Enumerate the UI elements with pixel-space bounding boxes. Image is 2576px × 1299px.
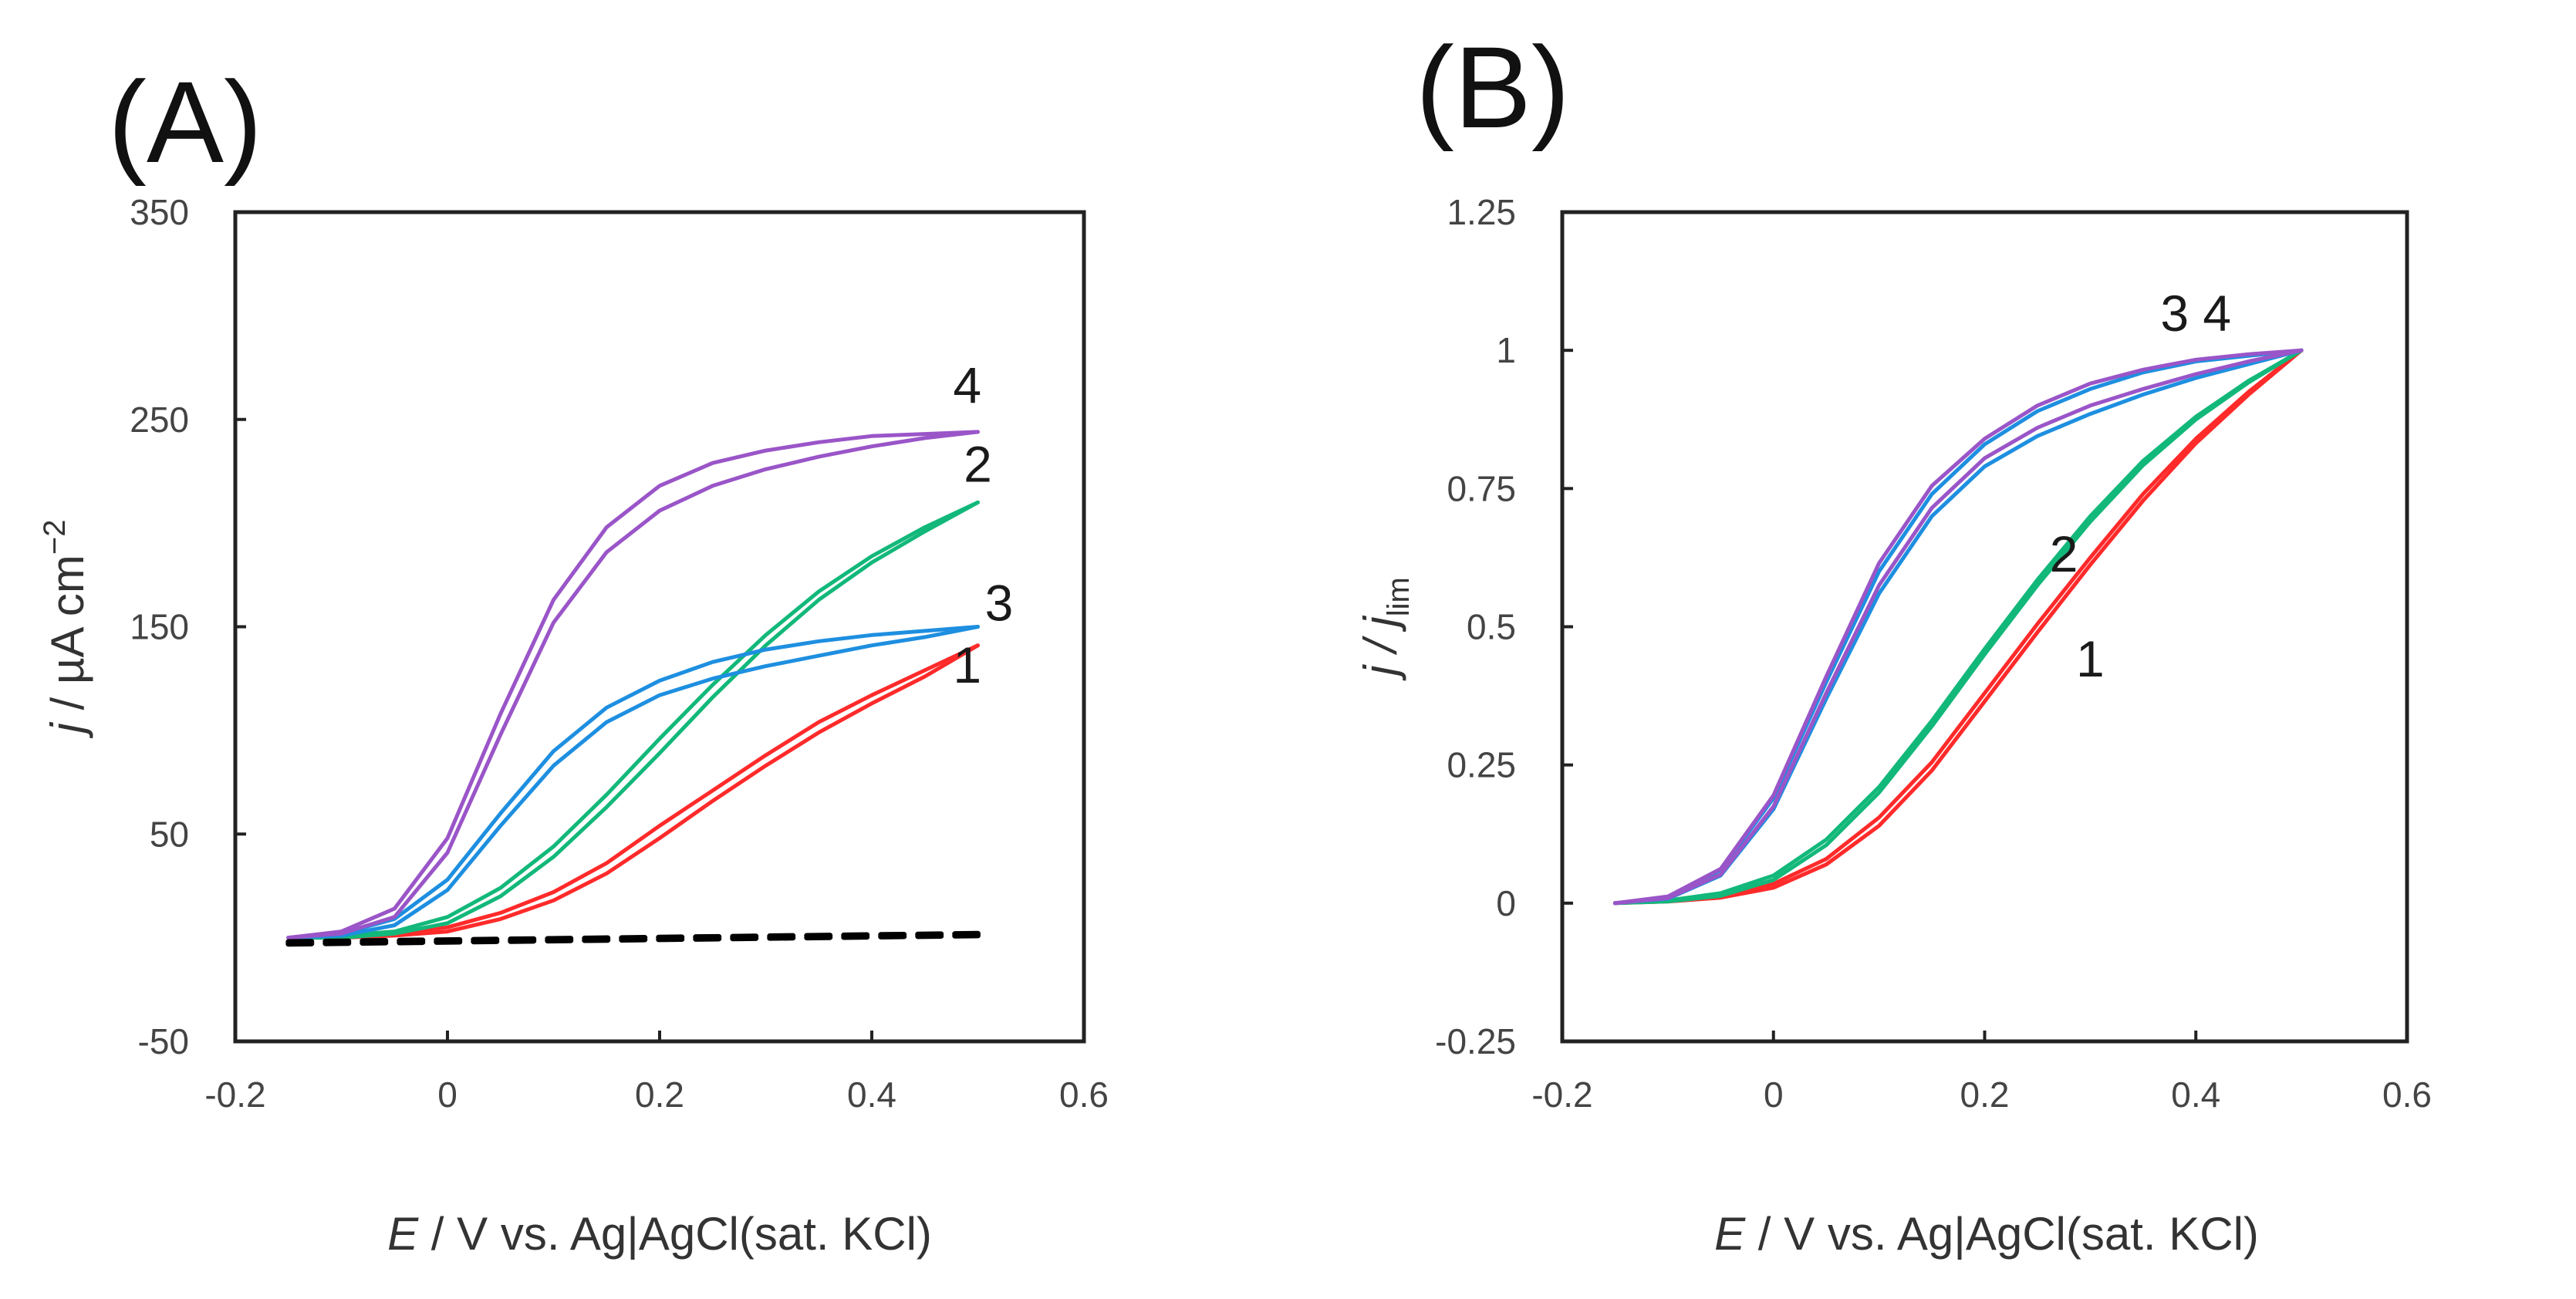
panel-a-y-tick-label: -50 [138, 1021, 189, 1061]
panel-a-x-axis-title: E / V vs. Ag|AgCl(sat. KCl) [387, 1208, 932, 1260]
panel-a-label: (A) [108, 57, 262, 187]
panel-a-curve-label: 3 [985, 574, 1014, 631]
panel-a-curve-label: 2 [964, 435, 992, 492]
panel-b-x-tick-label: 0 [1764, 1075, 1784, 1115]
panel-b-plot-frame [1560, 210, 2409, 1044]
panel-a-curve-4-reverse [286, 430, 980, 940]
panel-a-curve-3-reverse [286, 625, 980, 940]
panel-a: (A) -0.2 0 0.2 0.4 0.6 -50 50 150 250 350 4 2 31 E… [38, 57, 1109, 1260]
panel-b-y-axis-title: j / jlim [1355, 577, 1416, 681]
panel-a-x-tick-label: 0.4 [847, 1075, 896, 1115]
panel-b-curve-3-forward [1612, 348, 2304, 906]
panel-b-curve-2-reverse [1612, 348, 2304, 906]
panel-b-y-tick-label: 0.25 [1447, 745, 1516, 785]
panel-b-x-tick-label: 0.2 [1960, 1075, 2010, 1115]
panel-a-y-tick-label: 50 [150, 814, 189, 854]
panel-a-x-tick-label: 0.6 [1059, 1075, 1109, 1115]
panel-a-x-tick-label: 0 [437, 1075, 457, 1115]
panel-b-y-tick-label: 0 [1496, 883, 1516, 923]
panel-b-curve-label: 2 [2050, 525, 2078, 582]
panel-b-x-tick-label: -0.2 [1531, 1075, 1592, 1115]
panel-b-y-tick-label: -0.25 [1435, 1021, 1516, 1061]
panel-b-y-tick-label: 0.75 [1447, 468, 1516, 508]
panel-a-y-tick-label: 250 [130, 400, 189, 440]
panel-b-y-ticks: -0.25 0 0.25 0.5 0.75 1 1.25 [1435, 192, 1573, 1061]
panel-a-curve-2-forward [286, 500, 980, 940]
panel-a-curve-blank-reverse [285, 933, 981, 947]
panel-a-curve-label: 1 [953, 636, 981, 693]
panel-a-curve-3-forward [286, 625, 980, 940]
panel-a-curve-labels: 4 2 31 [953, 356, 1013, 693]
panel-a-curve-1-forward [286, 643, 980, 940]
panel-a-x-tick-label: 0.2 [635, 1075, 684, 1115]
panel-b-series [1612, 348, 2304, 906]
panel-a-curve-2-reverse [286, 500, 980, 940]
panel-a-y-ticks: -50 50 150 250 350 [130, 192, 246, 1061]
panel-a-series [285, 430, 981, 947]
panel-b-x-tick-label: 0.4 [2171, 1075, 2220, 1115]
panel-a-x-tick-label: -0.2 [204, 1075, 265, 1115]
panel-b-curve-4-reverse [1612, 348, 2304, 906]
panel-a-curve-1-reverse [286, 643, 980, 940]
panel-a-x-ticks: -0.2 0 0.2 0.4 0.6 [204, 1031, 1109, 1115]
panel-b-curve-3-reverse [1612, 348, 2304, 906]
panel-b-y-tick-label: 1 [1496, 330, 1516, 370]
panel-b-curve-label: 3 4 [2160, 285, 2231, 342]
panel-a-y-axis-title: j / µA cm−2 [38, 520, 93, 739]
panel-b-x-ticks: -0.2 0 0.2 0.4 0.6 [1531, 1031, 2432, 1115]
panel-a-y-tick-label: 350 [130, 192, 189, 232]
panel-b-curve-labels: 3 4 2 1 [2050, 285, 2231, 687]
panel-b-curve-label: 1 [2076, 630, 2105, 687]
panel-b-x-axis-title: E / V vs. Ag|AgCl(sat. KCl) [1714, 1208, 2259, 1260]
panel-a-curve-4-forward [286, 430, 980, 940]
panel-b-label: (B) [1416, 22, 1570, 152]
panel-b-x-tick-label: 0.6 [2382, 1075, 2432, 1115]
panel-b-curve-1-forward [1612, 348, 2304, 906]
panel-b-curve-4-forward [1612, 348, 2304, 906]
panel-b-curve-2-forward [1612, 348, 2304, 906]
panel-a-curve-label: 4 [953, 356, 981, 413]
panel-b-curve-1-reverse [1612, 348, 2304, 906]
panel-a-y-tick-label: 150 [130, 607, 189, 647]
panel-b: (B) -0.2 0 0.2 0.4 0.6 -0.25 0 0.25 0.5 0.75 1 1.2… [1355, 22, 2432, 1260]
panel-b-y-tick-label: 1.25 [1447, 192, 1516, 232]
panel-b-y-tick-label: 0.5 [1467, 607, 1516, 647]
